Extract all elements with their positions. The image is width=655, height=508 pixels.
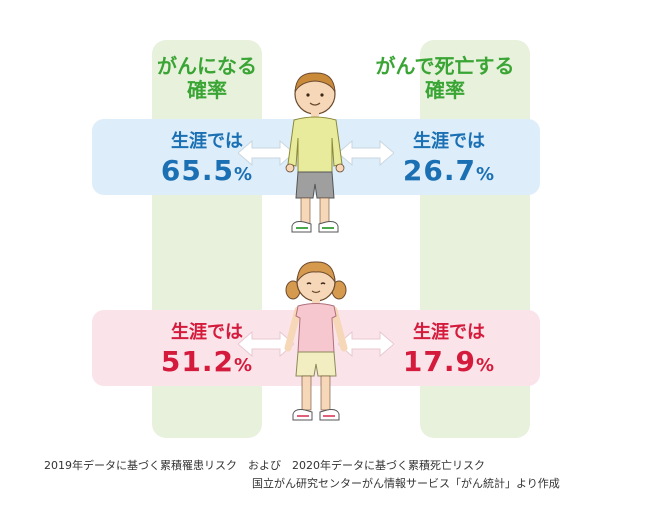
male-mortality-value: 26.7 [402, 154, 477, 187]
mortality-header-line1: がんで死亡する [375, 54, 515, 78]
female-mortality-value-wrap: 17.9% [374, 344, 524, 384]
incidence-header-line2: 確率 [187, 78, 227, 102]
male-mortality-unit: % [476, 164, 496, 185]
mortality-header: がんで死亡する 確率 [350, 54, 540, 102]
double-arrow-icon [238, 331, 294, 357]
source-caption-line1: 2019年データに基づく累積罹患リスク および 2020年データに基づく累積死亡… [44, 459, 485, 472]
incidence-header: がんになる 確率 [112, 54, 302, 102]
female-mortality-stat: 生涯では 17.9% [374, 322, 524, 384]
male-mortality-label: 生涯では [413, 131, 485, 152]
female-incidence-label: 生涯では [171, 322, 243, 343]
girl-illustration [284, 261, 348, 421]
female-mortality-value: 17.9 [402, 345, 477, 378]
male-incidence-stat: 生涯では 65.5% [132, 131, 282, 193]
male-incidence-label: 生涯では [171, 131, 243, 152]
male-mortality-value-wrap: 26.7% [374, 153, 524, 193]
source-caption-line2: 国立がん研究センターがん情報サービス「がん統計」より作成 [252, 477, 560, 490]
male-incidence-unit: % [234, 164, 254, 185]
female-incidence-stat: 生涯では 51.2% [132, 322, 282, 384]
double-arrow-icon [338, 331, 394, 357]
male-mortality-stat: 生涯では 26.7% [374, 131, 524, 193]
boy-illustration [285, 72, 345, 233]
incidence-header-line1: がんになる [157, 54, 257, 78]
female-mortality-label: 生涯では [413, 322, 485, 343]
female-incidence-value: 51.2 [160, 345, 235, 378]
double-arrow-icon [238, 140, 294, 166]
male-incidence-value: 65.5 [160, 154, 235, 187]
female-mortality-unit: % [476, 355, 496, 376]
double-arrow-icon [338, 140, 394, 166]
female-incidence-value-wrap: 51.2% [132, 344, 282, 384]
male-incidence-value-wrap: 65.5% [132, 153, 282, 193]
female-incidence-unit: % [234, 355, 254, 376]
mortality-header-line2: 確率 [425, 78, 465, 102]
